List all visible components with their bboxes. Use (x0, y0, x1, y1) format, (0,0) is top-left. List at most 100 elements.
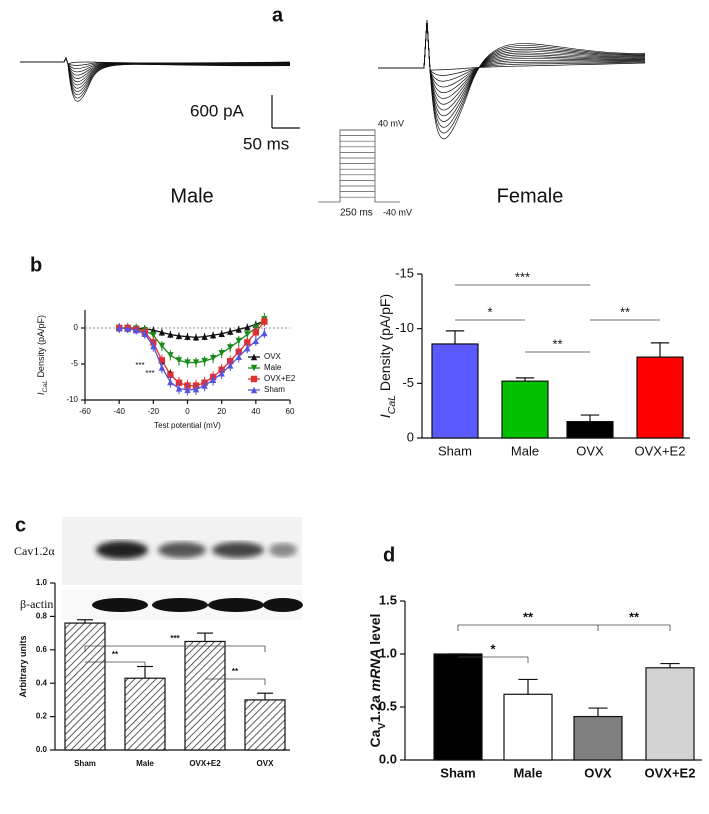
current-trace (378, 19, 646, 76)
x-axis-label: Test potential (mV) (154, 421, 221, 430)
y-tick-label: 0.8 (36, 612, 48, 621)
y-tick-label: 0.5 (379, 698, 397, 713)
y-tick-label: 0 (74, 323, 79, 332)
y-axis-label-part: Density (pA/pF) (36, 315, 46, 380)
marker (115, 324, 123, 332)
legend-label: Sham (264, 385, 285, 394)
marker (209, 376, 217, 384)
marker (250, 375, 258, 383)
y-axis-label-part: I (377, 414, 393, 418)
current-trace (378, 19, 646, 122)
current-trace (20, 57, 291, 102)
marker (192, 334, 200, 341)
marker (218, 370, 225, 377)
x-tick-label: OVX (576, 443, 604, 458)
marker (167, 331, 174, 338)
significance: * (161, 361, 164, 370)
marker (158, 342, 166, 350)
marker (167, 371, 174, 378)
marker (175, 379, 183, 386)
y-axis-label-part: V (376, 723, 388, 730)
step-protocol (318, 129, 400, 203)
y-tick-label: 0.4 (36, 678, 48, 687)
x-tick-label: OVX+E2 (189, 759, 221, 768)
significance: ** (112, 650, 119, 659)
marker (133, 326, 140, 334)
marker (141, 330, 148, 337)
x-tick-label: -20 (148, 407, 160, 416)
bar (244, 699, 286, 751)
trace-label: Male (170, 185, 213, 207)
significance: *** (145, 369, 154, 378)
significance-bracket (205, 678, 266, 685)
trace-label: Female (497, 185, 564, 207)
y-tick-label: 1.5 (379, 592, 397, 607)
significance-bracket (457, 624, 599, 631)
protocol-label: -40 mV (383, 207, 412, 217)
y-tick-label: 1.0 (379, 645, 397, 660)
bar (124, 677, 166, 751)
current-trace (20, 57, 291, 79)
marker (218, 350, 225, 357)
marker (158, 329, 166, 336)
significance: *** (515, 269, 530, 284)
y-axis-label: ICaL Density (pA/pF) (36, 315, 49, 395)
marker (250, 364, 258, 372)
significance-bracket (598, 624, 671, 631)
marker (124, 325, 131, 332)
panel-label: b (30, 254, 42, 276)
marker (244, 324, 251, 331)
legend-label: OVX (264, 352, 282, 361)
y-axis-label-part: mRNA (367, 649, 383, 692)
blot-label: β-actin (20, 597, 53, 611)
y-tick-label: 0.2 (36, 712, 48, 721)
x-tick-label: Male (514, 765, 543, 780)
current-trace (378, 19, 646, 71)
marker (184, 386, 191, 394)
marker (201, 333, 208, 340)
panel-label: d (383, 544, 395, 566)
bar (645, 667, 695, 761)
x-tick-label: Male (136, 759, 154, 768)
current-trace (378, 19, 646, 82)
x-tick-label: OVX (584, 765, 612, 780)
bar (636, 356, 684, 439)
y-tick-label: -10 (66, 395, 78, 404)
marker (244, 344, 251, 352)
panel-label: c (15, 514, 26, 536)
marker (227, 328, 234, 335)
y-axis-label-part: Density (pA/pF) (377, 294, 393, 395)
significance: ** (523, 609, 534, 624)
bar (431, 343, 479, 439)
x-tick-label: Sham (438, 443, 472, 458)
y-tick-label: -5 (402, 375, 414, 390)
marker (244, 331, 251, 338)
y-tick-label: -5 (71, 359, 79, 368)
current-trace (20, 57, 291, 82)
marker (250, 386, 258, 394)
marker (244, 339, 251, 346)
marker (209, 355, 217, 362)
marker (235, 353, 242, 360)
bar (433, 653, 483, 761)
marker (209, 332, 217, 339)
current-trace (378, 19, 646, 99)
significance-bracket (85, 661, 146, 668)
marker (227, 344, 234, 351)
marker (252, 329, 260, 336)
marker (218, 330, 225, 337)
marker (175, 385, 183, 392)
marker (150, 332, 157, 339)
panel-label: a (272, 4, 284, 26)
protocol-label: 40 mV (378, 118, 404, 128)
y-axis-label-part: CaL (42, 380, 49, 393)
current-trace (378, 19, 646, 94)
x-tick-label: Sham (74, 759, 96, 768)
y-tick-label: 0.6 (36, 645, 48, 654)
protocol-label: 250 ms (340, 208, 373, 219)
marker (184, 333, 191, 340)
significance: ** (232, 667, 239, 676)
marker (250, 353, 258, 361)
y-axis-label: ICaL Density (pA/pF) (377, 294, 398, 418)
series-line (119, 318, 265, 364)
